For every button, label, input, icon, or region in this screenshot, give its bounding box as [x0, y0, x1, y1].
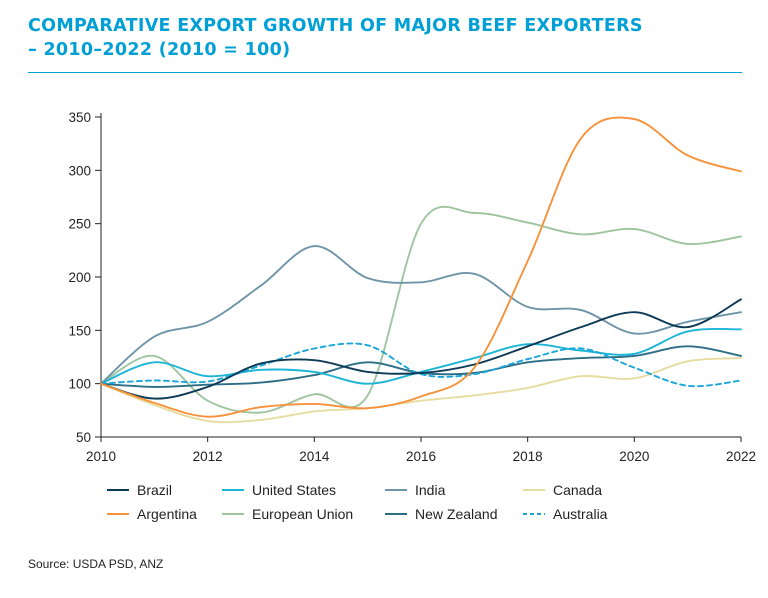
- x-tick-label: 2014: [299, 449, 330, 464]
- y-tick-label: 250: [68, 217, 91, 232]
- x-tick-label: 2020: [619, 449, 649, 464]
- series-line-european-union: [100, 205, 742, 414]
- series-line-australia: [100, 342, 742, 388]
- x-tick-label: 2022: [726, 449, 756, 464]
- series-line-argentina: [100, 116, 742, 418]
- y-tick-label: 200: [68, 270, 91, 285]
- legend-label-new-zealand: New Zealand: [415, 506, 498, 522]
- chart-title-line-2: – 2010–2022 (2010 = 100): [28, 40, 291, 60]
- chart-title-line-1: COMPARATIVE EXPORT GROWTH OF MAJOR BEEF …: [28, 16, 643, 36]
- chart-title: COMPARATIVE EXPORT GROWTH OF MAJOR BEEF …: [28, 14, 748, 62]
- series-line-united-states: [100, 327, 742, 385]
- series-line-india: [100, 245, 742, 385]
- x-tick-label: 2012: [193, 449, 223, 464]
- x-tick-label: 2018: [513, 449, 543, 464]
- series-line-canada: [100, 357, 742, 424]
- chart-axes: 50 100 150 200 250 300 350 2010 2012 2014 2016 2018…: [68, 110, 756, 464]
- y-tick-label: 350: [68, 110, 91, 125]
- y-tick-label: 150: [68, 323, 91, 338]
- legend-label-european-union: European Union: [252, 506, 353, 522]
- series-line-brazil: [100, 298, 742, 400]
- source-note: Source: USDA PSD, ANZ: [28, 557, 164, 571]
- legend-label-australia: Australia: [553, 506, 608, 522]
- legend-label-brazil: Brazil: [137, 482, 172, 498]
- x-tick-label: 2010: [86, 449, 116, 464]
- y-tick-label: 50: [76, 430, 91, 445]
- chart-series-lines: [100, 116, 742, 424]
- legend-label-india: India: [415, 482, 446, 498]
- y-tick-label: 100: [68, 377, 91, 392]
- legend-label-united-states: United States: [252, 482, 336, 498]
- x-tick-label: 2016: [406, 449, 436, 464]
- series-line-new-zealand: [100, 345, 742, 388]
- chart-legend: Brazil Argentina United States European Uni…: [107, 482, 608, 522]
- line-chart: 50 100 150 200 250 300 350 2010 2012 2014 2016 2018…: [68, 110, 756, 522]
- legend-label-argentina: Argentina: [137, 506, 197, 522]
- title-divider: [28, 72, 742, 73]
- legend-label-canada: Canada: [553, 482, 602, 498]
- y-tick-label: 300: [68, 163, 91, 178]
